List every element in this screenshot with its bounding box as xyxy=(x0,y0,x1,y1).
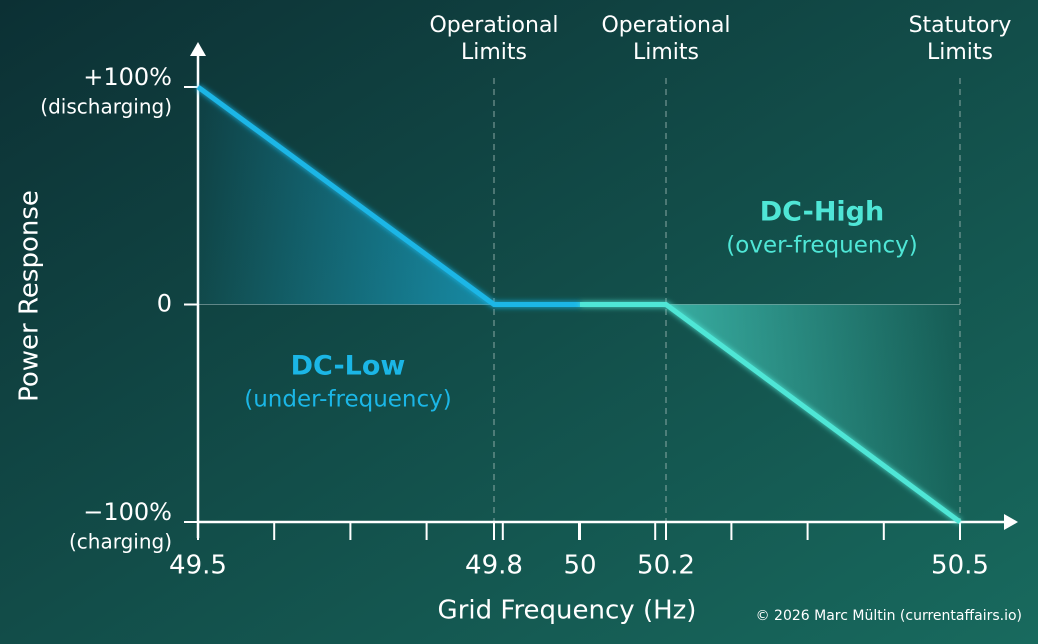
area-fill xyxy=(198,87,580,305)
region-title: DC-Low xyxy=(291,351,406,382)
x-axis-label: Grid Frequency (Hz) xyxy=(438,596,697,626)
region-subtitle: (over-frequency) xyxy=(726,233,917,259)
limit-label: Statutory xyxy=(909,13,1012,38)
y-tick-label: +100% xyxy=(83,63,172,91)
limit-label: Limits xyxy=(927,40,993,65)
series-line xyxy=(196,84,580,307)
x-tick-label: 50.5 xyxy=(931,551,989,581)
y-tick-label: 0 xyxy=(157,290,172,318)
y-tick-note: (charging) xyxy=(69,530,172,554)
limit-label: Operational xyxy=(601,13,730,38)
x-axis-arrow xyxy=(1004,514,1018,530)
region-title: DC-High xyxy=(760,197,884,228)
credit: © 2026 Marc Mültin (currentaffairs.io) xyxy=(756,608,1022,624)
x-tick-label: 50.2 xyxy=(637,551,695,581)
x-tick-label: 50 xyxy=(563,551,596,581)
y-tick-note: (discharging) xyxy=(40,95,172,119)
x-tick-label: 49.8 xyxy=(465,551,523,581)
y-tick-label: −100% xyxy=(83,498,172,526)
limit-label: Limits xyxy=(461,40,527,65)
y-axis-arrow xyxy=(190,42,206,56)
region-subtitle: (under-frequency) xyxy=(244,387,452,413)
area-fill xyxy=(580,304,960,522)
limit-label: Limits xyxy=(633,40,699,65)
x-tick-label: 49.5 xyxy=(169,551,227,581)
limit-label: Operational xyxy=(429,13,558,38)
series-line xyxy=(580,302,962,525)
y-axis-label: Power Response xyxy=(15,190,45,402)
